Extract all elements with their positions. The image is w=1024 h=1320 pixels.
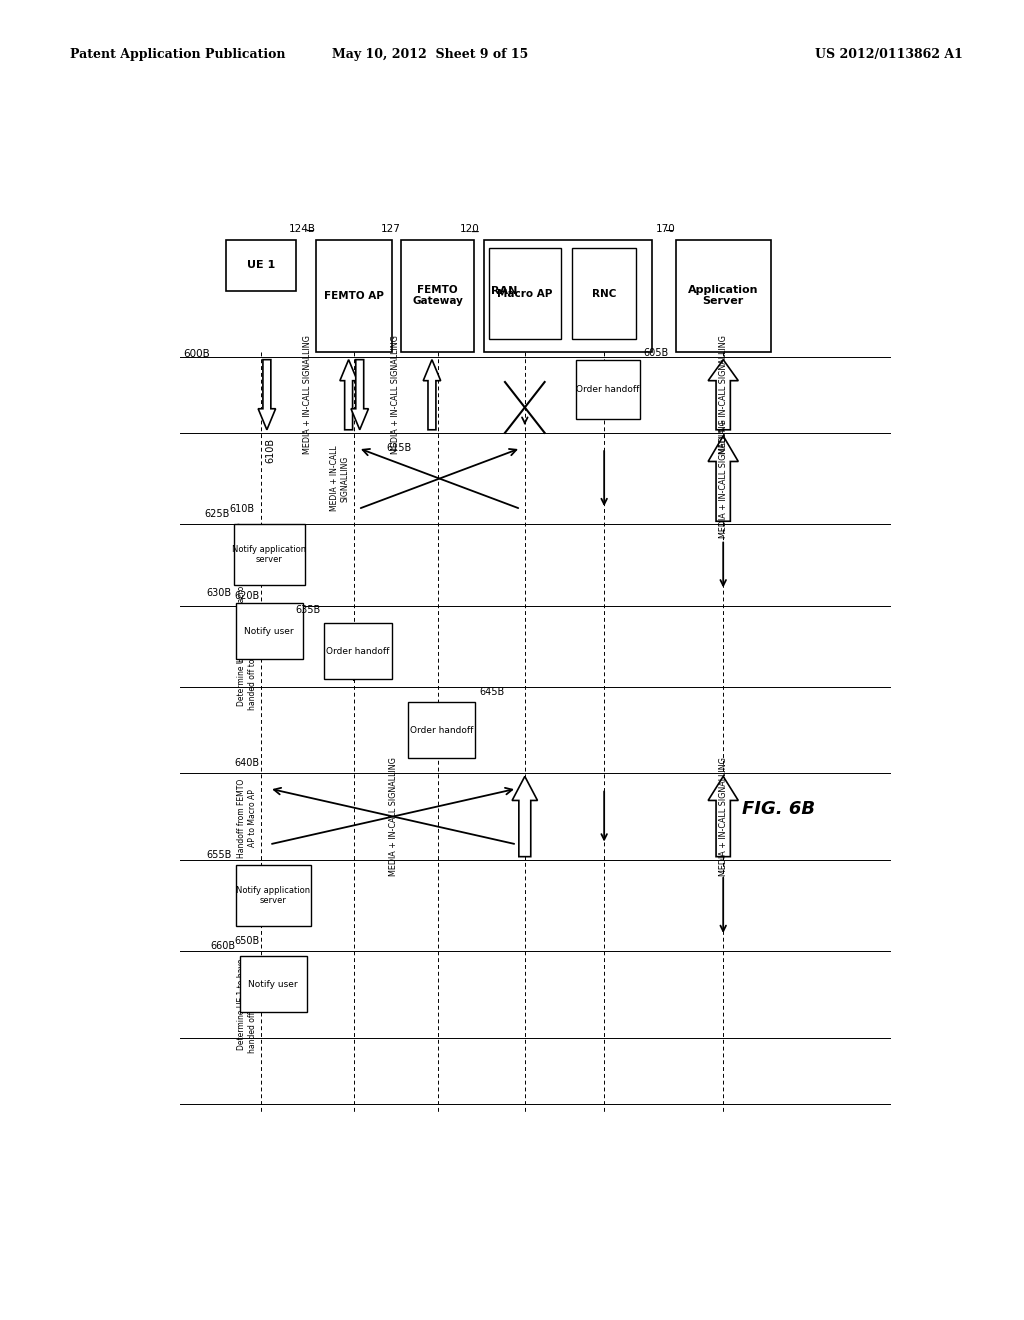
Bar <box>226 240 296 290</box>
Text: Notify application
server: Notify application server <box>232 545 306 565</box>
Text: 120: 120 <box>460 223 479 234</box>
Bar <box>489 248 560 339</box>
Text: Patent Application Publication: Patent Application Publication <box>70 48 285 61</box>
Bar <box>233 524 305 585</box>
Text: MEDIA + IN-CALL SIGNALLING: MEDIA + IN-CALL SIGNALLING <box>303 335 312 454</box>
Bar <box>316 240 392 351</box>
Bar <box>572 248 636 339</box>
Text: 650B: 650B <box>234 936 260 946</box>
Text: 124B: 124B <box>289 223 316 234</box>
Bar <box>240 956 307 1012</box>
Text: MEDIA + IN-CALL SIGNALLING: MEDIA + IN-CALL SIGNALLING <box>719 420 728 539</box>
Text: FEMTO AP: FEMTO AP <box>325 290 384 301</box>
Text: 625B: 625B <box>204 510 229 519</box>
Text: 620B: 620B <box>234 590 260 601</box>
Text: UE 1: UE 1 <box>247 260 275 271</box>
Text: Determine UE 1 to have
handed off to a Macro AP: Determine UE 1 to have handed off to a M… <box>238 956 257 1053</box>
Text: 127: 127 <box>381 223 401 234</box>
Text: Handoff from Macro AP to FEMTO AP: Handoff from Macro AP to FEMTO AP <box>237 523 246 661</box>
Text: MEDIA + IN-CALL SIGNALLING: MEDIA + IN-CALL SIGNALLING <box>391 335 400 454</box>
Text: Determine UE 1 to have
handed off to a FEMTO AP: Determine UE 1 to have handed off to a F… <box>238 611 257 710</box>
Text: 600B: 600B <box>183 348 210 359</box>
Text: 640B: 640B <box>234 758 260 768</box>
Text: RNC: RNC <box>592 289 616 298</box>
Text: 610B: 610B <box>265 438 275 463</box>
Text: Notify user: Notify user <box>245 627 294 635</box>
Text: FEMTO
Gateway: FEMTO Gateway <box>412 285 463 306</box>
Text: Macro AP: Macro AP <box>497 289 553 298</box>
Polygon shape <box>340 359 357 430</box>
Text: US 2012/0113862 A1: US 2012/0113862 A1 <box>815 48 963 61</box>
Text: Order handoff: Order handoff <box>410 726 473 735</box>
Bar <box>325 623 392 680</box>
Text: 610B: 610B <box>229 504 254 515</box>
Text: 170: 170 <box>655 223 676 234</box>
Text: 635B: 635B <box>295 606 321 615</box>
Bar <box>236 603 303 659</box>
Bar <box>483 240 652 351</box>
Text: Notify application
server: Notify application server <box>237 886 310 906</box>
Text: Order handoff: Order handoff <box>327 647 390 656</box>
Polygon shape <box>423 359 440 430</box>
Bar <box>408 702 475 758</box>
Text: Notify user: Notify user <box>249 979 298 989</box>
Text: MEDIA + IN-CALL SIGNALLING: MEDIA + IN-CALL SIGNALLING <box>719 758 728 876</box>
Polygon shape <box>351 359 369 430</box>
Text: Application
Server: Application Server <box>688 285 759 306</box>
Text: MEDIA + IN-CALL SIGNALLING: MEDIA + IN-CALL SIGNALLING <box>719 335 728 454</box>
Text: 645B: 645B <box>479 688 505 697</box>
Text: Order handoff: Order handoff <box>577 385 640 395</box>
Bar <box>401 240 474 351</box>
Polygon shape <box>709 436 738 521</box>
Text: MEDIA + IN-CALL
SIGNALLING: MEDIA + IN-CALL SIGNALLING <box>330 446 349 511</box>
Polygon shape <box>258 359 275 430</box>
Text: Handoff from FEMTO
AP to Macro AP: Handoff from FEMTO AP to Macro AP <box>238 779 257 858</box>
Text: 660B: 660B <box>210 941 236 952</box>
Text: FIG. 6B: FIG. 6B <box>742 800 815 818</box>
Text: RAN: RAN <box>492 285 518 296</box>
Text: 655B: 655B <box>206 850 231 859</box>
Bar <box>236 865 311 925</box>
Polygon shape <box>512 776 538 857</box>
Bar <box>577 360 640 420</box>
Text: 615B: 615B <box>386 444 412 453</box>
Text: May 10, 2012  Sheet 9 of 15: May 10, 2012 Sheet 9 of 15 <box>332 48 528 61</box>
Text: 605B: 605B <box>644 348 669 358</box>
Polygon shape <box>709 359 738 430</box>
Polygon shape <box>709 776 738 857</box>
Text: MEDIA + IN-CALL SIGNALLING: MEDIA + IN-CALL SIGNALLING <box>388 758 397 876</box>
Text: 630B: 630B <box>207 587 231 598</box>
Bar <box>676 240 771 351</box>
